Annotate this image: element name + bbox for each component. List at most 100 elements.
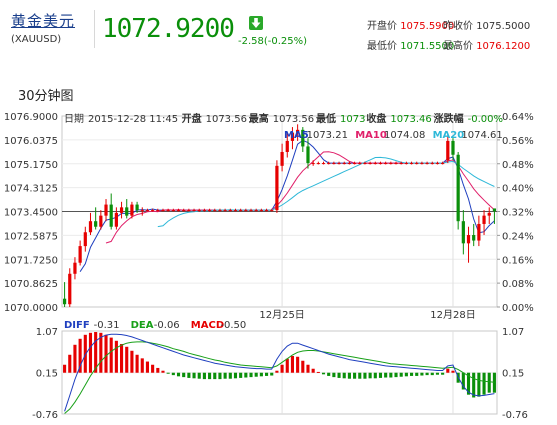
candle-body <box>151 210 155 212</box>
diff-line <box>64 333 495 412</box>
candle-body <box>337 163 341 165</box>
macd-histogram-bar <box>223 372 227 379</box>
macd-histogram-bar <box>109 337 113 373</box>
macd-histogram-bar <box>482 372 486 395</box>
macd-histogram-bar <box>404 372 408 377</box>
chart-section-title: 30分钟图 <box>18 89 74 104</box>
macd-histogram-bar <box>104 334 108 373</box>
candle-body <box>477 223 481 241</box>
candle-body <box>441 163 445 165</box>
macd-histogram-bar <box>363 372 367 379</box>
macd-histogram-bar <box>384 372 388 378</box>
macd-histogram-bar <box>197 372 201 379</box>
macd-histogram-bar <box>415 372 419 376</box>
stat-prev-close-label: 昨收价 <box>443 21 473 32</box>
macd-legend-name: MACD <box>191 320 224 331</box>
macd-histogram-bar <box>218 372 222 380</box>
macd-histogram-bar <box>156 367 160 373</box>
info-label: 最高 <box>249 112 269 125</box>
info-label: 涨跌幅 <box>434 112 464 125</box>
candle-body <box>415 163 419 165</box>
candle-body <box>466 235 471 244</box>
candle-body <box>78 246 82 263</box>
macd-histogram-bar <box>254 372 258 377</box>
macd-histogram-bar <box>435 372 439 375</box>
candle-body <box>207 210 212 212</box>
macd-histogram-bar <box>285 358 289 373</box>
candle-body <box>301 129 305 147</box>
candle-body <box>156 210 160 212</box>
candle-body <box>176 210 181 212</box>
candle-body <box>264 210 269 212</box>
down-arrow-icon <box>249 16 263 30</box>
macd-histogram-bar <box>420 372 424 376</box>
info-value: 1073.46 <box>390 114 431 125</box>
right-tick-label: 0.32% <box>502 208 534 219</box>
candle-body <box>213 210 217 212</box>
candle-body <box>161 210 165 212</box>
macd-histogram-bar <box>125 346 129 373</box>
macd-histogram-bar <box>73 344 77 373</box>
macd-right-tick-label: 0.15 <box>502 369 524 380</box>
macd-histogram-bar <box>161 370 165 373</box>
macd-histogram-bar <box>259 372 263 377</box>
right-tick-label: 0.16% <box>502 255 534 266</box>
macd-histogram-bar <box>321 372 326 375</box>
macd-histogram-bar <box>275 370 279 373</box>
candle-body <box>316 163 320 165</box>
info-label: 日期 <box>64 113 84 125</box>
candle-body <box>461 221 465 244</box>
candle-body <box>109 204 113 227</box>
candle-body <box>83 232 87 247</box>
right-tick-label: 0.40% <box>502 184 534 195</box>
candle-body <box>384 163 388 165</box>
macd-legend-value: -0.06 <box>154 320 180 331</box>
stat-open: 开盘价 1075.5900 <box>367 17 454 32</box>
macd-histogram-bar <box>176 372 181 377</box>
candle-body <box>249 210 253 212</box>
ma-legend-name: MA10 <box>355 130 387 141</box>
candle-body <box>332 163 336 165</box>
stat-low-label: 最低价 <box>367 41 397 52</box>
macd-histogram-bar <box>187 372 191 378</box>
candle-body <box>218 210 222 212</box>
macd-histogram-bar <box>332 372 336 378</box>
candle-body <box>239 210 243 212</box>
price-change: -2.58(-0.25%) <box>238 36 308 47</box>
macd-histogram-bar <box>213 372 217 380</box>
candle-body <box>290 132 295 141</box>
symbol-name[interactable]: 黄金美元 <box>11 12 76 30</box>
macd-histogram-bar <box>135 354 139 373</box>
ma-legend-value: 1074.08 <box>384 130 425 141</box>
quote-header: 黄金美元 (XAUUSD) 1072.9200 -2.58(-0.25%) 开盘… <box>0 0 557 56</box>
right-tick-label: 0.00% <box>502 303 534 314</box>
candle-body <box>233 210 238 212</box>
candle-body <box>259 210 263 212</box>
candle-body <box>409 163 414 165</box>
stat-low: 最低价 1071.5500 <box>367 37 454 52</box>
macd-histogram-bar <box>316 371 320 373</box>
macd-histogram-bar <box>466 372 471 395</box>
right-tick-label: 0.08% <box>502 279 534 290</box>
y-tick-label: 1070.0000 <box>4 303 58 314</box>
candle-body <box>404 163 408 165</box>
macd-histogram-bar <box>301 360 305 373</box>
candle-body <box>342 163 346 165</box>
macd-legend-value: -0.50 <box>220 320 246 331</box>
candle-body <box>456 154 460 222</box>
macd-histogram-bar <box>239 372 243 378</box>
candle-body <box>347 163 352 165</box>
macd-histogram-bar <box>342 372 346 379</box>
macd-histogram-bar <box>270 372 274 376</box>
macd-histogram-bar <box>120 343 124 373</box>
candle-body <box>296 129 300 133</box>
candle-body <box>104 204 108 216</box>
macd-histogram-bar <box>145 361 149 373</box>
candle-body <box>451 140 455 155</box>
info-label: 开盘 <box>182 112 202 125</box>
y-tick-label: 1076.0375 <box>4 136 58 147</box>
right-tick-label: 0.24% <box>502 231 534 242</box>
macd-histogram-bar <box>228 372 232 379</box>
candle-body <box>62 298 67 305</box>
